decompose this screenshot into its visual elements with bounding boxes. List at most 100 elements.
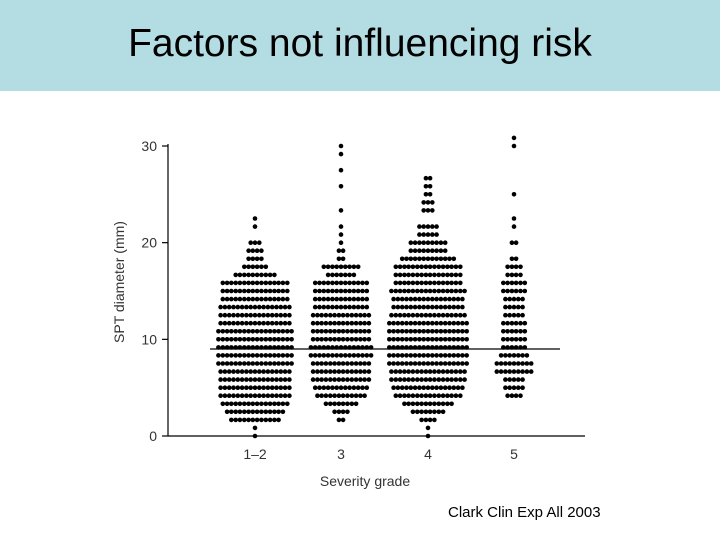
- data-point: [336, 369, 342, 374]
- data-point: [395, 329, 401, 334]
- data-point: [518, 329, 523, 334]
- data-point: [278, 369, 284, 374]
- data-point: [395, 361, 401, 366]
- data-point: [257, 385, 262, 391]
- data-point: [237, 361, 243, 366]
- x-tick-label: 1–2: [243, 446, 267, 462]
- data-point: [511, 192, 517, 197]
- data-point: [397, 264, 403, 270]
- data-point: [323, 401, 329, 407]
- data-point: [317, 385, 322, 391]
- data-point: [345, 337, 350, 342]
- data-point: [501, 329, 506, 334]
- data-point: [432, 401, 437, 407]
- data-point: [438, 337, 444, 342]
- data-point: [511, 296, 517, 302]
- data-point: [351, 272, 357, 278]
- data-point: [252, 393, 258, 399]
- data-point: [343, 264, 348, 270]
- data-point: [355, 288, 361, 294]
- data-point: [434, 320, 439, 326]
- data-point: [244, 385, 249, 391]
- data-point: [423, 393, 429, 399]
- data-point: [355, 296, 361, 302]
- data-point: [408, 248, 414, 253]
- data-point: [417, 296, 422, 302]
- data-point: [235, 377, 241, 382]
- data-point: [453, 264, 459, 270]
- data-point: [330, 272, 335, 278]
- data-point: [436, 312, 442, 318]
- data-point: [261, 312, 266, 318]
- data-point: [436, 393, 442, 399]
- data-point: [319, 369, 324, 374]
- data-point: [511, 135, 517, 141]
- data-point: [315, 320, 320, 326]
- data-point: [434, 361, 439, 366]
- data-point: [518, 264, 523, 270]
- data-point: [410, 272, 416, 278]
- data-point: [453, 369, 459, 374]
- data-point: [265, 369, 271, 374]
- data-point: [242, 417, 247, 423]
- data-point: [347, 353, 352, 358]
- data-point: [464, 320, 470, 326]
- data-point: [321, 288, 327, 294]
- data-point: [347, 272, 352, 278]
- data-point: [434, 256, 439, 262]
- data-point: [522, 329, 528, 334]
- data-point: [334, 272, 340, 278]
- data-point: [222, 304, 228, 310]
- data-point: [412, 329, 418, 334]
- data-point: [242, 337, 247, 342]
- data-point: [274, 320, 279, 326]
- data-point: [272, 288, 277, 294]
- data-point: [415, 288, 420, 294]
- data-point: [425, 224, 431, 229]
- data-point: [282, 385, 288, 391]
- data-point: [432, 272, 437, 278]
- data-point: [498, 369, 504, 374]
- data-point: [246, 401, 251, 407]
- data-point: [438, 361, 444, 366]
- data-point: [254, 256, 260, 262]
- data-point: [254, 417, 260, 423]
- data-point: [427, 393, 433, 399]
- data-point: [434, 304, 439, 310]
- data-point: [425, 425, 431, 431]
- data-point: [362, 320, 367, 326]
- data-point: [248, 304, 253, 310]
- data-point: [520, 369, 525, 374]
- data-point: [412, 256, 418, 262]
- data-point: [399, 296, 405, 302]
- data-point: [393, 272, 399, 278]
- data-point: [427, 175, 433, 181]
- data-point: [222, 320, 228, 326]
- data-point: [263, 264, 269, 270]
- data-point: [312, 288, 318, 294]
- data-point: [340, 320, 346, 326]
- data-point: [410, 393, 416, 399]
- data-point: [261, 320, 266, 326]
- data-point: [412, 248, 418, 253]
- data-point: [423, 192, 429, 197]
- data-point: [460, 361, 465, 366]
- data-point: [328, 401, 333, 407]
- data-point: [432, 369, 437, 374]
- data-point: [242, 329, 247, 334]
- data-point: [220, 361, 226, 366]
- data-point: [261, 304, 266, 310]
- data-point: [421, 337, 427, 342]
- data-point: [267, 280, 273, 286]
- data-point: [250, 280, 256, 286]
- data-point: [438, 329, 444, 334]
- data-point: [464, 361, 470, 366]
- data-point: [442, 240, 448, 245]
- data-point: [364, 385, 370, 391]
- data-point: [432, 280, 437, 286]
- data-point: [355, 264, 361, 270]
- data-point: [430, 232, 435, 237]
- data-point: [447, 256, 452, 262]
- data-point: [246, 361, 251, 366]
